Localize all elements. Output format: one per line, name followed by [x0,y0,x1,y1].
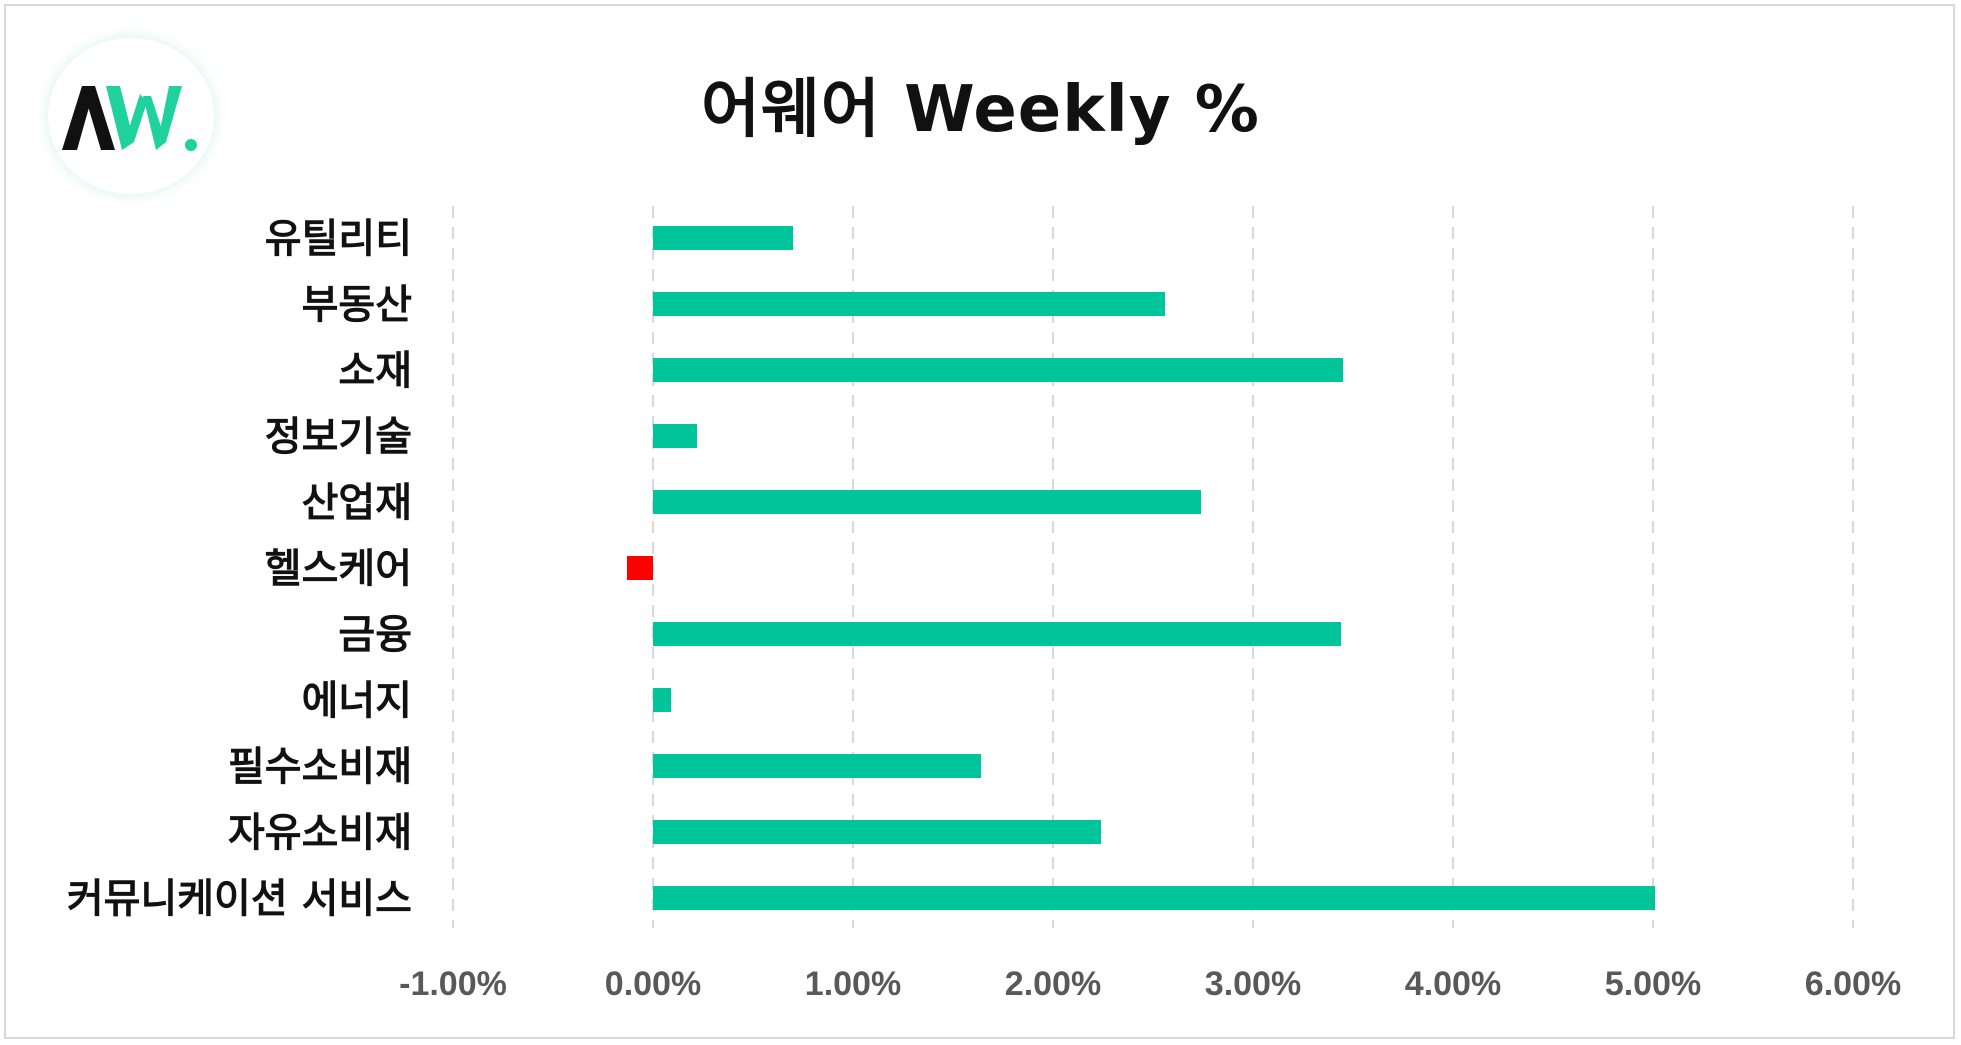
category-label: 에너지 [302,678,412,724]
category-label: 필수소비재 [228,744,412,790]
x-tick-label: 6.00% [1805,965,1901,1003]
category-labels: 유틸리티부동산소재정보기술산업재헬스케어금융에너지필수소비재자유소비재커뮤니케이… [67,216,412,922]
bar [653,754,981,778]
category-label: 산업재 [302,480,412,526]
bar [653,886,1655,910]
chart-frame [4,4,1955,1039]
bars [627,226,1655,910]
x-tick-label: 0.00% [605,965,701,1003]
category-label: 소재 [338,348,412,394]
category-label: 부동산 [302,282,413,328]
bar [653,688,671,712]
chart-title: 어웨어 Weekly % [701,73,1260,147]
category-label: 커뮤니케이션 서비스 [67,876,412,922]
bar [653,358,1343,382]
bar [653,622,1341,646]
bar [653,226,793,250]
x-tick-label: 1.00% [805,965,901,1003]
bar [653,292,1165,316]
x-tick-label: 3.00% [1205,965,1301,1003]
bar [653,820,1101,844]
x-tick-label: 5.00% [1605,965,1701,1003]
bar [653,424,697,448]
category-label: 정보기술 [265,414,412,460]
category-label: 헬스케어 [265,546,412,592]
category-label: 유틸리티 [265,216,412,262]
x-tick-label: 4.00% [1405,965,1501,1003]
x-tick-label: 2.00% [1005,965,1101,1003]
aw-logo [48,38,214,194]
category-label: 자유소비재 [228,810,412,856]
category-label: 금융 [338,612,412,658]
bar [653,490,1201,514]
x-tick-label: -1.00% [399,965,507,1003]
x-tick-labels: -1.00% 0.00% 1.00% 2.00% 3.00% 4.00% 5.00% 6.00… [399,965,1901,1003]
aw-logo-icon [62,86,197,151]
bar [627,556,653,580]
